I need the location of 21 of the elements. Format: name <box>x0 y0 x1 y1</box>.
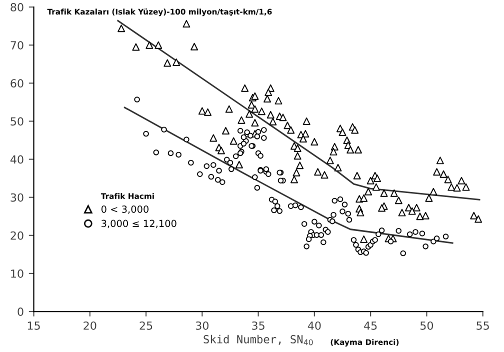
x-tick-label: 35 <box>252 321 264 330</box>
x-tick-label: 25 <box>140 321 152 330</box>
x-tick-label: 20 <box>84 321 96 330</box>
x-tick-label: 15 <box>28 322 40 330</box>
y-tick-label: 80 <box>10 3 24 12</box>
y-tick-label: 10 <box>11 269 24 278</box>
x-tick-label: 40 <box>308 321 321 330</box>
y-tick-label: 60 <box>10 79 24 88</box>
y-tick-label: 50 <box>10 117 24 126</box>
legend-label: 0 < 3,000 <box>101 206 149 214</box>
x-tick-label: 45 <box>364 322 377 330</box>
x-tick-label: 30 <box>196 321 208 330</box>
y-tick-label: 30 <box>10 193 24 202</box>
y-tick-label: 0 <box>18 307 24 316</box>
x-tick-label: 55 <box>476 322 489 330</box>
legend-label: 3,000 ≤ 12,100 <box>102 220 176 228</box>
x-tick-label: 50 <box>420 321 434 330</box>
y-tick-label: 40 <box>10 155 24 164</box>
y-tick-label: 20 <box>10 231 24 240</box>
x-axis-title: Skid Number, SN$_{40}$ <box>204 334 313 346</box>
y-tick-label: 70 <box>10 41 24 50</box>
